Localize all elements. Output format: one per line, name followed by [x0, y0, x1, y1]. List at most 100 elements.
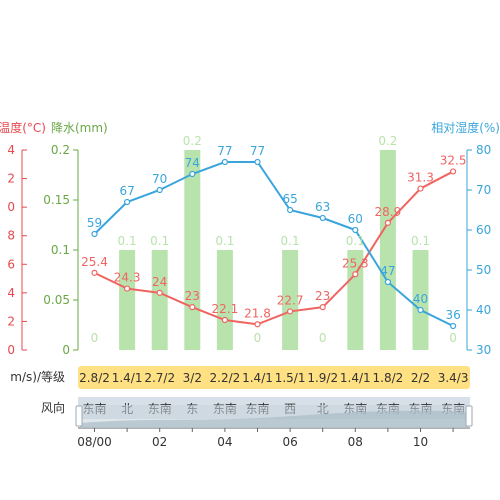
wind-direction-row-label: 风向	[41, 400, 65, 415]
rain-bar-label: 0.1	[411, 234, 430, 248]
humidity-point	[450, 322, 457, 330]
temperature-point	[123, 285, 131, 292]
humidity-line	[93, 161, 454, 327]
rain-axis-title: 降水(mm)	[51, 121, 108, 135]
rain-axis-tick-label: 0.1	[51, 243, 70, 257]
temperature-point-label: 22.7	[277, 293, 304, 307]
temp-axis-tick-label: 2	[7, 314, 15, 328]
temperature-point	[384, 219, 391, 226]
wind-speed-cell: 3.4/3	[438, 371, 469, 385]
temp-axis-tick-label: 4	[7, 286, 15, 300]
rain-bars-layer	[119, 150, 429, 350]
humidity-axis-tick-label: 80	[476, 143, 491, 157]
rain-bar-label: 0	[449, 331, 457, 345]
temperature-point	[189, 304, 196, 311]
x-axis-tick-label: 08	[348, 435, 363, 449]
temperature-point	[221, 316, 228, 324]
temperature-point	[254, 321, 261, 328]
humidity-point-label: 59	[87, 216, 102, 230]
wind-speed-cell: 1.4/1	[242, 371, 273, 385]
humidity-point	[287, 206, 294, 214]
temperature-line	[94, 170, 454, 326]
x-axis-tick-label: 08/00	[77, 435, 112, 449]
temp-axis-tick-label: 0	[7, 200, 15, 214]
temperature-point-label: 25.3	[342, 256, 369, 270]
temp-axis-title: 温度(°C)	[0, 120, 46, 135]
temperature-point-label: 25.4	[81, 255, 108, 269]
wind-speed-cell: 2.8/2	[79, 371, 110, 385]
rain-bar-label: 0	[319, 331, 327, 345]
wind-speed-cell: 2/2	[411, 371, 430, 385]
wind-speed-cell: 1.5/1	[275, 371, 306, 385]
wind-speed-cell: 3/2	[183, 371, 202, 385]
lines-layer	[91, 158, 457, 330]
rain-bar-label: 0.1	[346, 234, 365, 248]
slider-handle-left[interactable]	[75, 405, 83, 427]
rain-bar-label: 0.2	[378, 134, 397, 148]
humidity-axis-tick-label: 50	[476, 263, 491, 277]
humidity-point	[319, 214, 326, 222]
humidity-point-label: 67	[119, 184, 134, 198]
rain-bar	[184, 150, 201, 350]
humidity-axis-tick-label: 30	[476, 343, 491, 357]
humidity-point-label: 60	[348, 212, 363, 226]
temp-axis-tick-label: 2	[7, 172, 15, 186]
humidity-point-label: 70	[152, 172, 167, 186]
temperature-point-label: 24.3	[114, 271, 141, 285]
x-axis-tick-label: 04	[217, 435, 232, 449]
temperature-point-label: 23	[315, 289, 330, 303]
temperature-point-label: 31.3	[407, 171, 434, 185]
humidity-point	[189, 170, 196, 178]
humidity-point	[156, 186, 163, 194]
wind-speed-cell: 1.8/2	[373, 371, 404, 385]
humidity-point-label: 63	[315, 200, 330, 214]
rain-bar	[151, 250, 168, 350]
wind-speed-cell: 1.4/1	[112, 371, 143, 385]
temperature-point-label: 22.1	[212, 302, 239, 316]
temperature-point-label: 24	[152, 275, 167, 289]
point-labels-layer: 0 0.1 0.1 0.2 0.1 0 0.1 0 0.1 0.2 0.1 0 25.4 24.3 24 23…	[81, 134, 466, 345]
rain-bar-label: 0	[91, 331, 99, 345]
humidity-point	[91, 230, 98, 238]
wind-speed-cell: 1.9/2	[307, 371, 338, 385]
humidity-point	[123, 198, 131, 206]
rain-bar-label: 0	[254, 331, 262, 345]
temperature-point-label: 28.9	[375, 205, 402, 219]
rain-bar-label: 0.1	[118, 234, 137, 248]
rain-axis-tick-label: 0	[62, 343, 70, 357]
wind-speed-row	[78, 366, 470, 389]
rain-bar	[347, 250, 364, 350]
temperature-point	[91, 269, 98, 276]
humidity-point-label: 65	[282, 192, 297, 206]
temperature-point	[450, 168, 457, 175]
zoom-slider[interactable]	[75, 405, 473, 428]
humidity-axis-title: 相对湿度(%)	[431, 120, 500, 135]
humidity-point	[221, 158, 228, 166]
rain-axis-tick-label: 0.2	[51, 143, 70, 157]
humidity-point-label: 77	[217, 144, 232, 158]
x-axis-tick-label: 02	[152, 435, 167, 449]
rain-bar	[379, 150, 396, 350]
wind-speed-row-label: m/s)/等级	[10, 370, 65, 384]
temperature-point	[417, 185, 424, 192]
humidity-point	[352, 226, 359, 234]
slider-handle-right[interactable]	[465, 405, 473, 427]
wind-speed-cell: 2.7/2	[144, 371, 175, 385]
rain-bar-label: 0.2	[183, 134, 202, 148]
humidity-point-label: 40	[413, 292, 428, 306]
rain-bar	[119, 250, 136, 350]
temperature-point	[156, 289, 163, 296]
wind-speed-cell: 2.2/2	[210, 371, 241, 385]
temperature-point	[287, 308, 294, 315]
temperature-point-label: 32.5	[440, 153, 467, 167]
rain-bar	[216, 250, 233, 350]
x-axis-tick-label: 10	[413, 435, 428, 449]
humidity-point	[417, 306, 424, 314]
temp-axis-tick-label: 0	[7, 343, 15, 357]
rain-axis-tick-label: 0.05	[43, 293, 70, 307]
x-axis-tick-label: 06	[282, 435, 297, 449]
wind-speed-cell: 1.4/1	[340, 371, 371, 385]
slider-preview-area	[80, 410, 468, 428]
temp-axis-tick-label: 6	[7, 257, 15, 271]
